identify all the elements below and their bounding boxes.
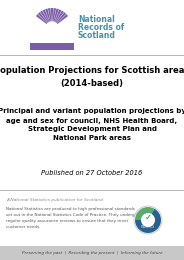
Wedge shape	[48, 8, 52, 28]
Wedge shape	[43, 9, 52, 28]
Text: ✓: ✓	[144, 212, 151, 222]
Text: National: National	[78, 15, 115, 23]
FancyBboxPatch shape	[0, 246, 184, 260]
Text: Records of: Records of	[78, 23, 124, 31]
Text: National Statistics are produced to high professional standards
set out in the N: National Statistics are produced to high…	[6, 207, 137, 229]
Text: Published on 27 October 2016: Published on 27 October 2016	[41, 170, 143, 176]
Text: Principal and variant population projections by
age and sex for council, NHS Hea: Principal and variant population project…	[0, 108, 184, 141]
Wedge shape	[148, 209, 161, 220]
Wedge shape	[52, 8, 56, 28]
Wedge shape	[52, 12, 66, 28]
Wedge shape	[51, 8, 53, 28]
Text: A National Statistics publication for Scotland: A National Statistics publication for Sc…	[6, 198, 103, 202]
Circle shape	[46, 22, 58, 34]
Wedge shape	[52, 9, 59, 28]
Circle shape	[134, 206, 162, 234]
Wedge shape	[38, 12, 52, 28]
Wedge shape	[52, 11, 64, 28]
Wedge shape	[52, 14, 68, 28]
Wedge shape	[52, 9, 61, 28]
Text: NATIONAL
STATISTICS: NATIONAL STATISTICS	[141, 221, 155, 229]
Wedge shape	[135, 220, 161, 233]
Text: Preserving the past  |  Recording the present  |  Informing the future: Preserving the past | Recording the pres…	[22, 251, 162, 255]
Wedge shape	[135, 207, 155, 220]
Text: Population Projections for Scottish areas
(2014-based): Population Projections for Scottish area…	[0, 66, 184, 88]
Wedge shape	[40, 11, 52, 28]
Text: Scotland: Scotland	[78, 30, 116, 40]
Circle shape	[142, 214, 154, 226]
Wedge shape	[36, 14, 52, 28]
Wedge shape	[45, 9, 52, 28]
FancyBboxPatch shape	[30, 43, 74, 50]
